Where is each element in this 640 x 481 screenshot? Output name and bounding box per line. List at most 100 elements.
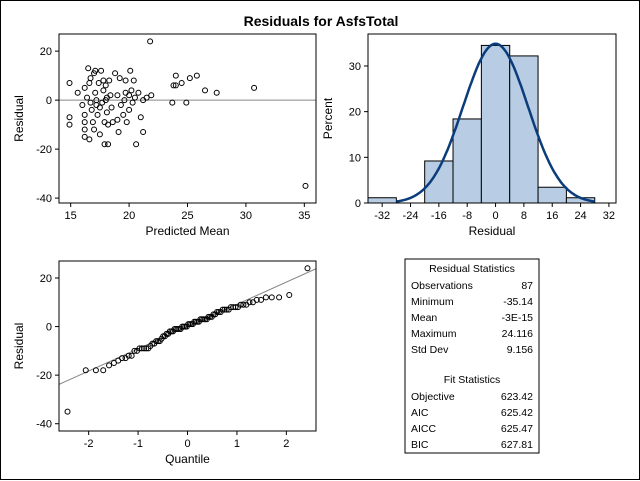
data-point bbox=[127, 67, 134, 74]
data-point bbox=[213, 89, 220, 96]
qq-point bbox=[138, 345, 145, 352]
data-point bbox=[114, 116, 121, 123]
data-point bbox=[107, 92, 114, 99]
data-point bbox=[202, 87, 209, 94]
y-tick-label: 0 bbox=[46, 95, 52, 107]
x-tick-label: 8 bbox=[521, 210, 527, 222]
qq-point bbox=[237, 301, 244, 308]
residual-statistics-heading: Residual Statistics bbox=[429, 263, 515, 275]
data-point bbox=[126, 106, 133, 113]
data-point bbox=[108, 104, 115, 111]
x-tick-label: -32 bbox=[374, 210, 390, 222]
data-point bbox=[81, 111, 88, 118]
x-tick-label: 0 bbox=[492, 210, 498, 222]
x-axis-label: Residual bbox=[469, 224, 516, 238]
data-point bbox=[84, 94, 91, 101]
data-point bbox=[85, 65, 92, 72]
y-tick-label: 10 bbox=[349, 152, 361, 164]
qq-point bbox=[232, 304, 239, 311]
qq-point bbox=[64, 408, 71, 415]
data-point bbox=[109, 119, 116, 126]
statistics-table: Residual Statistics Observations 87 Minimum… bbox=[404, 258, 540, 454]
data-point bbox=[126, 92, 133, 99]
data-point bbox=[87, 99, 94, 106]
data-point bbox=[128, 87, 135, 94]
qq-point bbox=[258, 296, 265, 303]
qq-point bbox=[82, 367, 89, 374]
data-point bbox=[120, 111, 127, 118]
data-point bbox=[88, 106, 95, 113]
histogram-bar bbox=[537, 186, 567, 204]
data-point bbox=[131, 94, 138, 101]
data-point bbox=[96, 104, 103, 111]
qq-point bbox=[128, 352, 135, 359]
qq-point bbox=[110, 360, 117, 366]
data-point bbox=[114, 92, 121, 99]
histogram-bar bbox=[367, 197, 397, 204]
data-point bbox=[87, 75, 94, 82]
qq-point bbox=[268, 294, 275, 301]
fit-stat-label: AIC bbox=[411, 407, 429, 419]
fit-stat-value: 627.81 bbox=[501, 439, 533, 451]
qq-point bbox=[92, 367, 99, 374]
x-tick-label: 2 bbox=[283, 438, 289, 450]
data-point bbox=[74, 89, 81, 96]
data-point bbox=[148, 92, 155, 99]
data-point bbox=[98, 67, 105, 74]
y-axis-label: Residual bbox=[12, 323, 26, 370]
data-point bbox=[302, 182, 309, 189]
residual-stat-value: 24.116 bbox=[502, 328, 533, 340]
y-tick-label: 20 bbox=[349, 107, 361, 119]
plot-area-frame bbox=[58, 33, 317, 204]
data-point bbox=[79, 102, 86, 109]
x-axis-label: Quantile bbox=[165, 452, 210, 466]
residual-stat-label: Mean bbox=[411, 312, 437, 324]
y-tick-label: -40 bbox=[36, 419, 52, 431]
statistics-table-frame bbox=[404, 258, 540, 454]
data-point bbox=[169, 99, 176, 106]
data-point bbox=[112, 70, 119, 77]
fit-stat-value: 625.42 bbox=[501, 407, 533, 419]
fit-stat-value: 625.47 bbox=[501, 423, 533, 435]
residual-stat-label: Observations bbox=[411, 280, 473, 292]
data-point bbox=[121, 97, 128, 104]
x-tick-label: 32 bbox=[603, 210, 615, 222]
data-point bbox=[94, 111, 101, 118]
data-point bbox=[92, 89, 99, 96]
data-point bbox=[66, 79, 73, 86]
data-point bbox=[92, 67, 99, 74]
x-tick-label: 15 bbox=[65, 210, 77, 222]
qq-point bbox=[106, 362, 113, 369]
data-point bbox=[172, 72, 179, 79]
data-point bbox=[102, 82, 109, 89]
data-point bbox=[101, 119, 108, 126]
residual-qq-plot: -2 -1 0 1 2 -40 -20 0 20 Quantile Residual bbox=[12, 260, 317, 466]
data-point bbox=[183, 99, 190, 106]
x-axis-label: Predicted Mean bbox=[145, 224, 229, 238]
x-tick-label: -1 bbox=[133, 438, 143, 450]
qq-point bbox=[246, 299, 253, 306]
x-tick-label: 30 bbox=[240, 210, 252, 222]
data-point bbox=[186, 75, 193, 82]
qq-point bbox=[253, 296, 260, 303]
x-tick-label: 16 bbox=[546, 210, 558, 222]
y-tick-label: -40 bbox=[36, 193, 52, 205]
fit-stat-label: AICC bbox=[411, 423, 437, 435]
data-point bbox=[81, 126, 88, 133]
y-tick-label: -20 bbox=[36, 370, 52, 382]
data-point bbox=[101, 141, 108, 148]
data-point bbox=[140, 128, 147, 135]
data-point bbox=[81, 119, 88, 126]
x-tick-label: -24 bbox=[403, 210, 419, 222]
data-point bbox=[130, 77, 137, 84]
data-point bbox=[95, 79, 102, 86]
x-tick-label: -8 bbox=[462, 210, 472, 222]
data-point bbox=[81, 84, 88, 91]
qq-point bbox=[119, 355, 126, 362]
qq-point bbox=[100, 367, 107, 374]
data-point bbox=[251, 84, 258, 91]
residual-stat-value: 9.156 bbox=[507, 344, 533, 356]
qq-point bbox=[221, 306, 228, 313]
y-axis-label: Residual bbox=[12, 95, 26, 142]
